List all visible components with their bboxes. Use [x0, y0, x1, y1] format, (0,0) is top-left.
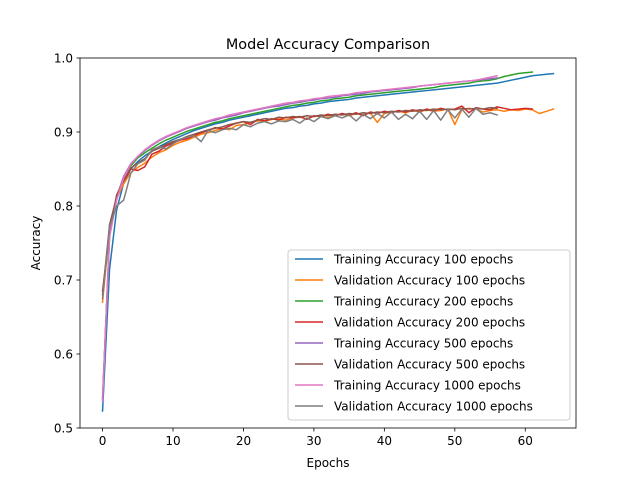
y-ticks: 0.5 0.6 0.7 0.8 0.9 1.0: [54, 51, 80, 435]
series-line-8: [101, 107, 499, 300]
legend-items: Training Accuracy 100 epochs Validation A…: [295, 252, 533, 413]
x-tick-label: 60: [518, 434, 533, 448]
x-tick-label: 10: [165, 434, 180, 448]
legend-label-4: Validation Accuracy 200 epochs: [334, 315, 525, 329]
legend: Training Accuracy 100 epochs Validation A…: [287, 249, 571, 421]
x-ticks: 0 10 20 30 40 50 60: [99, 428, 533, 448]
y-tick-label: 0.7: [54, 273, 73, 287]
series-line-1: [101, 72, 555, 412]
series-line-6: [101, 106, 498, 296]
series-line-7: [101, 74, 498, 403]
legend-label-3: Training Accuracy 200 epochs: [333, 294, 513, 308]
chart-title: Model Accuracy Comparison: [226, 37, 430, 53]
x-axis-label: Epochs: [307, 456, 350, 470]
y-tick-label: 0.5: [54, 421, 73, 435]
y-tick-label: 1.0: [54, 51, 73, 65]
legend-label-8: Validation Accuracy 1000 epochs: [334, 399, 533, 413]
x-tick-label: 20: [236, 434, 251, 448]
y-tick-label: 0.8: [54, 199, 73, 213]
x-tick-label: 50: [447, 434, 462, 448]
legend-label-2: Validation Accuracy 100 epochs: [334, 273, 525, 287]
series-line-3: [101, 71, 534, 400]
legend-label-7: Training Accuracy 1000 epochs: [333, 378, 521, 392]
x-tick-label: 30: [306, 434, 321, 448]
legend-box: [287, 249, 571, 421]
y-tick-label: 0.6: [54, 347, 73, 361]
y-axis-label: Accuracy: [29, 216, 43, 271]
legend-label-6: Validation Accuracy 500 epochs: [334, 357, 525, 371]
y-tick-label: 0.9: [54, 125, 73, 139]
legend-label-1: Training Accuracy 100 epochs: [333, 252, 513, 266]
x-tick-label: 0: [99, 434, 107, 448]
axes-frame: [79, 57, 577, 429]
x-tick-label: 40: [377, 434, 392, 448]
plot-area: 0 10 20 30 40 50 60 0.5 0.6 0.7 0.8 0.9 1.0: [54, 51, 577, 448]
legend-label-5: Training Accuracy 500 epochs: [333, 336, 513, 350]
series-layer: [101, 71, 555, 412]
